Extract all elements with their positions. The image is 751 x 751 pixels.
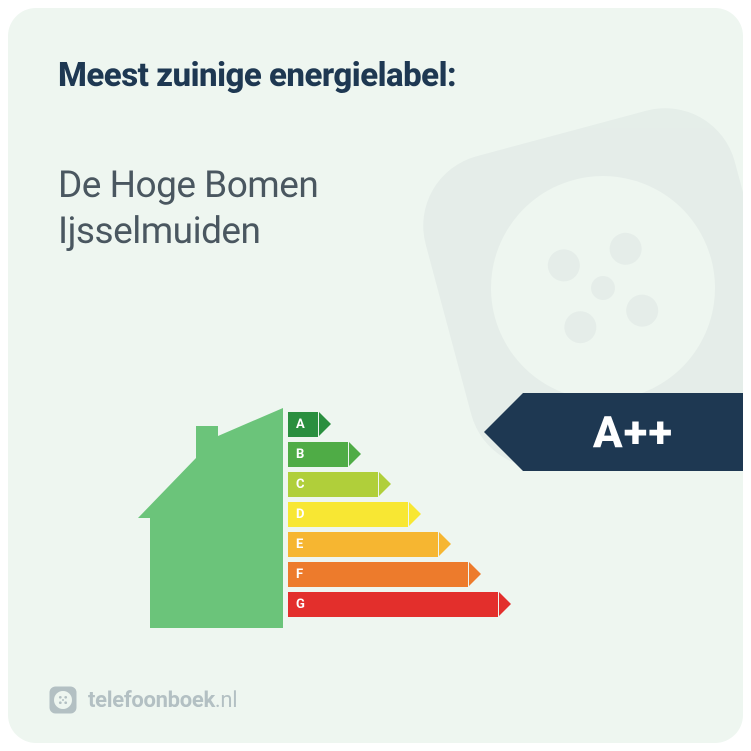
energy-bar-g: G xyxy=(288,592,498,617)
rating-badge: A++ xyxy=(523,393,743,471)
location-line2: Ijsselmuiden xyxy=(58,210,261,253)
energy-bar-row: G xyxy=(288,592,498,617)
energy-bars: ABCDEFG xyxy=(288,412,498,617)
energy-bar-row: B xyxy=(288,442,498,467)
energy-bar-label: C xyxy=(296,477,305,492)
energy-bar-label: B xyxy=(296,447,304,462)
footer-brand: telefoonboek.nl xyxy=(48,685,237,715)
energy-bar-label: A xyxy=(296,417,305,432)
location-name: De Hoge Bomen Ijsselmuiden xyxy=(58,163,318,256)
brand-icon xyxy=(48,685,78,715)
energy-bar-label: D xyxy=(296,507,304,522)
energy-bar-e: E xyxy=(288,532,438,557)
energy-bar-a: A xyxy=(288,412,318,437)
brand-tld: .nl xyxy=(215,688,237,713)
energy-bar-b: B xyxy=(288,442,348,467)
location-line1: De Hoge Bomen xyxy=(58,164,318,207)
energy-bar-label: E xyxy=(296,537,303,552)
energy-bar-row: A xyxy=(288,412,498,437)
energy-bar-row: C xyxy=(288,472,498,497)
energy-bar-row: E xyxy=(288,532,498,557)
energy-bar-c: C xyxy=(288,472,378,497)
energy-bar-label: G xyxy=(296,597,305,612)
energy-bar-d: D xyxy=(288,502,408,527)
energy-bar-row: F xyxy=(288,562,498,587)
energy-bar-row: D xyxy=(288,502,498,527)
rating-text: A++ xyxy=(593,406,673,458)
brand-text: telefoonboek.nl xyxy=(88,688,237,713)
page-title: Meest zuinige energielabel: xyxy=(58,56,456,95)
energy-bar-f: F xyxy=(288,562,468,587)
house-icon xyxy=(138,408,283,628)
energy-bar-label: F xyxy=(296,567,303,582)
energy-label-card: Meest zuinige energielabel: De Hoge Bome… xyxy=(8,8,743,743)
brand-name: telefoonboek xyxy=(88,688,215,713)
